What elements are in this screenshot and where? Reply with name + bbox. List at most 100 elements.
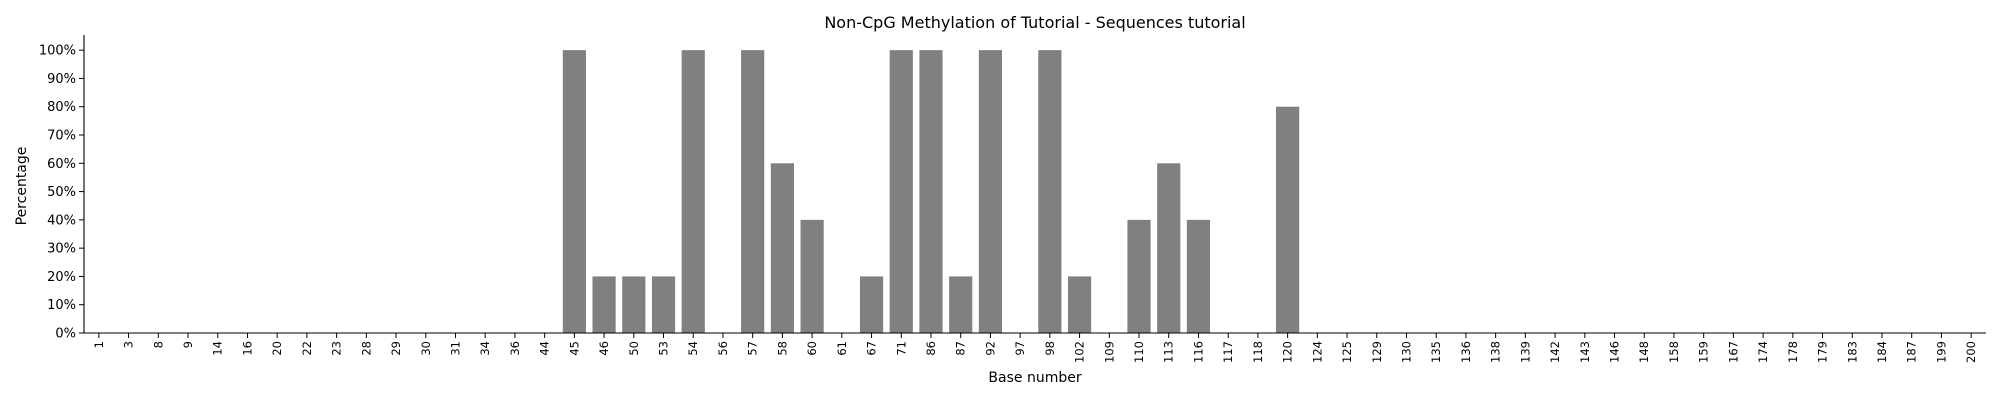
x-tick-label-143: 143: [1578, 341, 1592, 363]
y-tick-label-100: 100%: [39, 44, 76, 59]
x-tick-label-22: 22: [300, 341, 314, 356]
x-axis-title: Base number: [988, 370, 1081, 386]
bar-base-50: [622, 276, 646, 333]
y-tick-label-20: 20%: [47, 270, 76, 285]
x-tick-label-184: 184: [1875, 341, 1889, 363]
y-axis: 0% 10% 20% 30% 40% 50% 60% 70% 80% 90% 100%: [39, 35, 85, 342]
x-tick-label-138: 138: [1489, 341, 1503, 363]
x-tick-label-174: 174: [1756, 341, 1770, 363]
x-tick-label-44: 44: [538, 341, 552, 356]
y-tick-label-0: 0%: [55, 327, 76, 342]
x-tick-label-109: 109: [1102, 341, 1116, 363]
x-tick-label-58: 58: [775, 341, 789, 356]
y-tick-label-80: 80%: [47, 100, 76, 115]
chart-title: Non-CpG Methylation of Tutorial - Sequen…: [824, 13, 1245, 32]
bar-base-58: [770, 163, 794, 333]
x-tick-label-29: 29: [389, 341, 403, 356]
bar-base-98: [1038, 50, 1062, 333]
x-tick-label-113: 113: [1162, 341, 1176, 363]
x-tick-label-8: 8: [151, 341, 165, 348]
bar-base-113: [1157, 163, 1181, 333]
x-tick-label-116: 116: [1191, 341, 1205, 363]
x-tick-label-57: 57: [746, 341, 760, 356]
x-tick-label-118: 118: [1251, 341, 1265, 363]
y-tick-label-90: 90%: [47, 72, 76, 87]
x-tick-label-1: 1: [92, 341, 106, 348]
x-tick-label-167: 167: [1726, 341, 1740, 363]
bar-base-102: [1067, 276, 1092, 333]
x-tick-label-97: 97: [1013, 341, 1027, 356]
x-tick-label-31: 31: [448, 341, 462, 356]
x-tick-label-130: 130: [1399, 341, 1413, 363]
bar-base-46: [592, 276, 616, 333]
x-tick-label-34: 34: [478, 341, 492, 356]
x-tick-label-54: 54: [686, 341, 700, 356]
x-tick-label-3: 3: [122, 341, 136, 348]
x-tick-label-187: 187: [1905, 341, 1919, 363]
bar-base-57: [741, 50, 765, 333]
bar-base-54: [681, 50, 705, 333]
x-tick-label-86: 86: [924, 341, 938, 356]
bar-base-67: [859, 276, 884, 333]
y-tick-label-30: 30%: [47, 242, 76, 257]
x-tick-label-61: 61: [835, 341, 849, 356]
y-tick-label-60: 60%: [47, 157, 76, 172]
x-tick-label-28: 28: [359, 341, 373, 356]
x-tick-label-158: 158: [1667, 341, 1681, 363]
bar-base-86: [919, 50, 943, 333]
x-tick-label-71: 71: [894, 341, 908, 356]
x-tick-label-120: 120: [1281, 341, 1295, 363]
x-tick-label-183: 183: [1845, 341, 1859, 363]
y-tick-label-50: 50%: [47, 185, 76, 200]
bar-base-92: [978, 50, 1003, 333]
bar-base-53: [651, 276, 676, 333]
x-tick-label-14: 14: [211, 341, 225, 356]
x-tick-label-142: 142: [1548, 341, 1562, 363]
bar-base-60: [800, 219, 824, 333]
x-tick-label-129: 129: [1370, 341, 1384, 363]
x-tick-label-135: 135: [1429, 341, 1443, 363]
x-tick-label-92: 92: [983, 341, 997, 356]
bar-base-120: [1276, 106, 1300, 334]
x-tick-label-200: 200: [1964, 341, 1978, 363]
x-tick-label-179: 179: [1816, 341, 1830, 363]
x-tick-label-23: 23: [330, 341, 344, 356]
x-tick-label-45: 45: [567, 341, 581, 356]
x-tick-label-9: 9: [181, 341, 195, 348]
x-tick-label-148: 148: [1637, 341, 1651, 363]
x-tick-label-60: 60: [805, 341, 819, 356]
x-tick-label-139: 139: [1518, 341, 1532, 363]
x-tick-label-67: 67: [865, 341, 879, 356]
bar-base-87: [949, 276, 973, 333]
bars-group: [562, 50, 1300, 334]
x-tick-label-46: 46: [597, 341, 611, 356]
x-tick-label-136: 136: [1459, 341, 1473, 363]
bar-base-116: [1186, 219, 1211, 333]
x-tick-label-199: 199: [1934, 341, 1948, 363]
x-axis: 1 3 8 9 14 16 20 22 23 28 29 30 31 34 36 44 45 46 50 53 54 56…: [84, 332, 1986, 363]
x-tick-label-30: 30: [419, 341, 433, 356]
y-axis-title: Percentage: [14, 147, 30, 226]
x-tick-label-16: 16: [240, 341, 254, 356]
x-tick-label-53: 53: [657, 341, 671, 356]
x-tick-label-102: 102: [1073, 341, 1087, 363]
bar-base-110: [1127, 219, 1151, 333]
x-tick-label-20: 20: [270, 341, 284, 356]
x-tick-label-56: 56: [716, 341, 730, 356]
x-tick-label-146: 146: [1608, 341, 1622, 363]
x-tick-label-110: 110: [1132, 341, 1146, 363]
y-tick-label-40: 40%: [47, 213, 76, 228]
x-tick-label-178: 178: [1786, 341, 1800, 363]
x-tick-label-87: 87: [954, 341, 968, 356]
y-tick-label-10: 10%: [47, 298, 76, 313]
y-tick-label-70: 70%: [47, 129, 76, 144]
x-tick-label-50: 50: [627, 341, 641, 356]
x-tick-label-117: 117: [1221, 341, 1235, 363]
bar-base-45: [562, 50, 586, 333]
bar-base-71: [889, 50, 913, 333]
x-tick-label-36: 36: [508, 341, 522, 356]
x-tick-label-124: 124: [1310, 341, 1324, 363]
x-tick-label-98: 98: [1043, 341, 1057, 356]
